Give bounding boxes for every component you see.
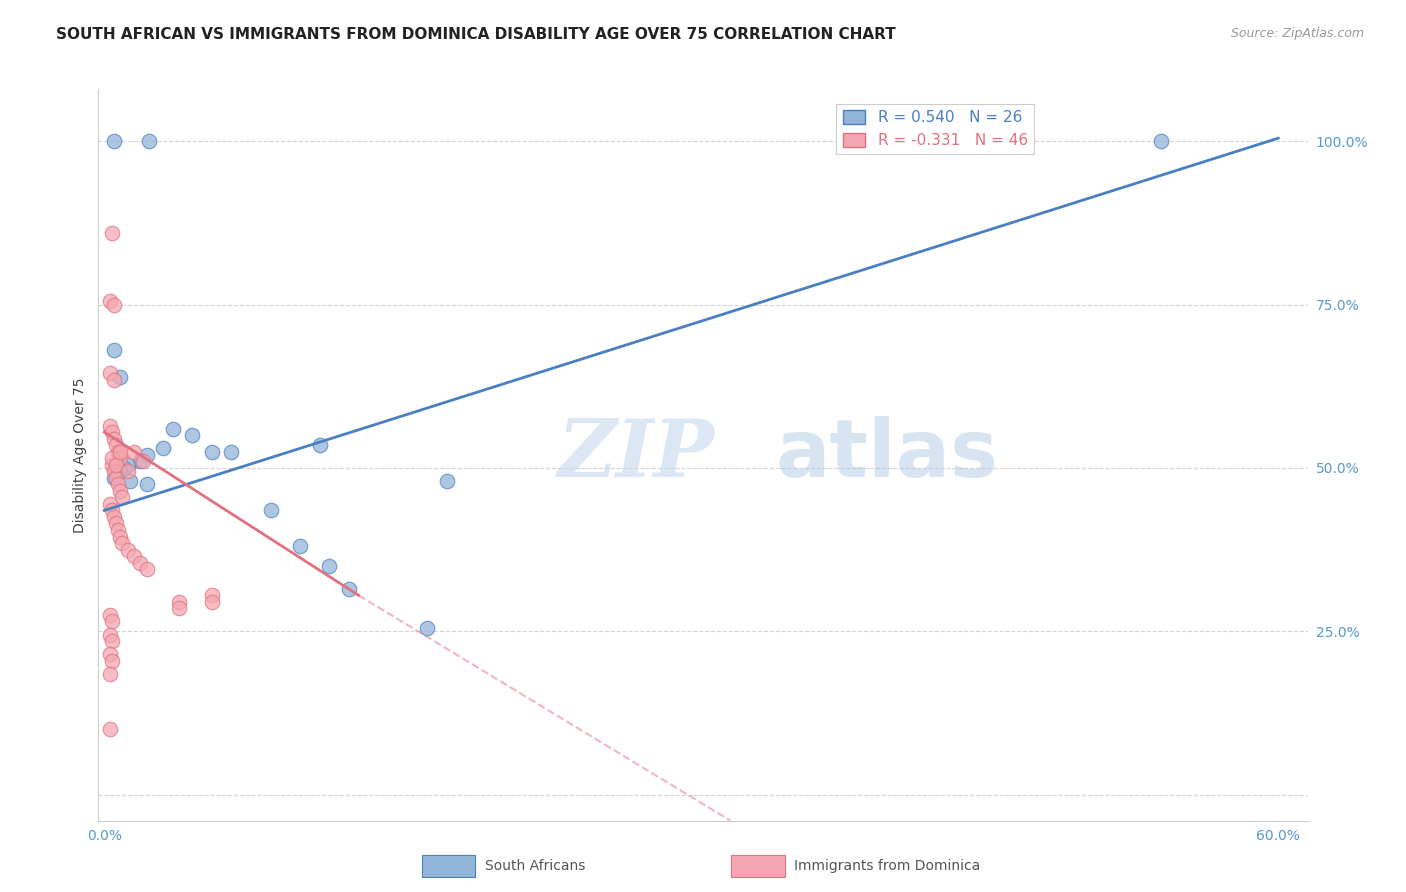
Point — [138, 135, 160, 149]
Point — [308, 438, 330, 452]
Point — [128, 454, 150, 468]
Text: ZIP: ZIP — [558, 417, 714, 493]
Point — [136, 562, 159, 576]
Point — [128, 556, 150, 570]
Point — [136, 448, 159, 462]
Text: atlas: atlas — [776, 416, 998, 494]
Point — [98, 497, 121, 511]
Point — [103, 510, 125, 524]
Point — [101, 425, 124, 439]
Point — [111, 491, 134, 505]
Point — [101, 634, 124, 648]
Point — [337, 582, 360, 596]
Point — [98, 627, 121, 641]
Point — [416, 621, 439, 635]
Point — [111, 536, 134, 550]
Point — [101, 615, 124, 629]
Text: South Africans: South Africans — [485, 859, 585, 873]
Point — [105, 471, 128, 485]
Point — [98, 723, 121, 737]
Point — [103, 373, 125, 387]
Point — [101, 654, 124, 668]
Point — [117, 464, 139, 478]
Point — [162, 422, 184, 436]
Point — [167, 601, 190, 615]
Point — [112, 461, 135, 475]
Point — [105, 458, 128, 472]
Point — [122, 549, 145, 563]
Legend: R = 0.540   N = 26, R = -0.331   N = 46: R = 0.540 N = 26, R = -0.331 N = 46 — [837, 104, 1033, 154]
Point — [167, 595, 190, 609]
Point — [105, 516, 128, 531]
Point — [98, 647, 121, 661]
Text: SOUTH AFRICAN VS IMMIGRANTS FROM DOMINICA DISABILITY AGE OVER 75 CORRELATION CHA: SOUTH AFRICAN VS IMMIGRANTS FROM DOMINIC… — [56, 27, 896, 42]
Point — [201, 588, 224, 602]
Point — [103, 471, 125, 485]
Point — [107, 523, 129, 537]
Text: Immigrants from Dominica: Immigrants from Dominica — [794, 859, 980, 873]
Point — [201, 444, 224, 458]
Point — [117, 458, 139, 472]
Point — [98, 366, 121, 380]
Point — [108, 530, 131, 544]
Point — [103, 432, 125, 446]
Point — [181, 428, 204, 442]
Point — [108, 464, 131, 478]
Point — [103, 135, 125, 149]
Point — [288, 539, 311, 553]
Point — [103, 298, 125, 312]
Point — [436, 474, 458, 488]
Point — [103, 343, 125, 358]
Point — [108, 451, 131, 466]
Point — [98, 607, 121, 622]
Point — [117, 542, 139, 557]
Point — [105, 467, 128, 482]
Point — [136, 477, 159, 491]
Point — [101, 226, 124, 240]
Point — [132, 454, 155, 468]
Y-axis label: Disability Age Over 75: Disability Age Over 75 — [73, 377, 87, 533]
Point — [105, 438, 128, 452]
Point — [101, 451, 124, 466]
Point — [259, 503, 281, 517]
Point — [103, 464, 125, 478]
Point — [201, 595, 224, 609]
Point — [108, 444, 131, 458]
Point — [101, 458, 124, 472]
Point — [98, 418, 121, 433]
Point — [118, 474, 141, 488]
Point — [107, 444, 129, 458]
Point — [107, 477, 129, 491]
Point — [108, 483, 131, 498]
Point — [98, 666, 121, 681]
Text: Source: ZipAtlas.com: Source: ZipAtlas.com — [1230, 27, 1364, 40]
Point — [98, 294, 121, 309]
Point — [318, 558, 340, 573]
Point — [101, 503, 124, 517]
Point — [1150, 135, 1173, 149]
Point — [122, 444, 145, 458]
Point — [108, 369, 131, 384]
Point — [152, 442, 174, 456]
Point — [221, 444, 243, 458]
